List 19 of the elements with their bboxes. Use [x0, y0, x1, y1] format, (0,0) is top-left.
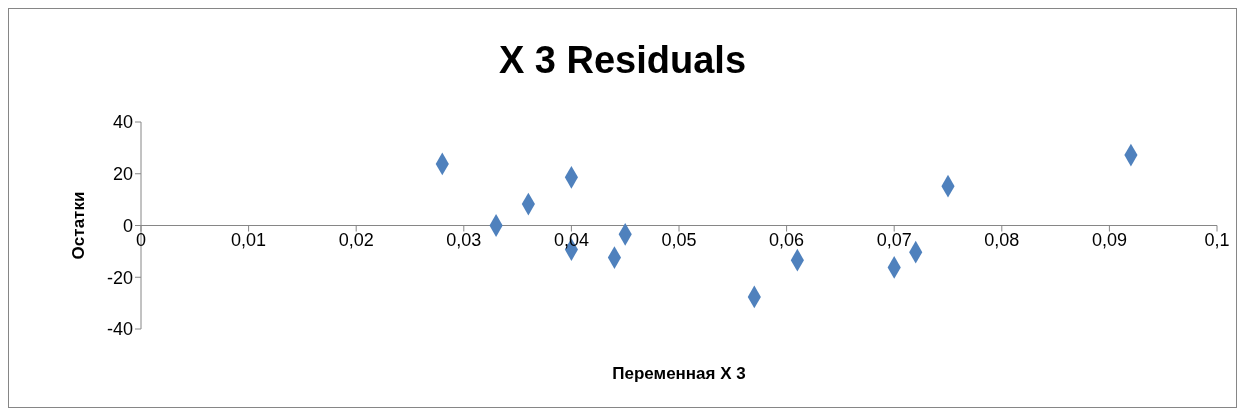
x-tick-label: 0,02	[338, 229, 374, 250]
y-tick-label: -40	[106, 319, 133, 340]
y-tick-label: 40	[112, 112, 133, 133]
y-tick-label: 0	[122, 215, 133, 236]
x-tick-label: 0,05	[661, 229, 697, 250]
x-tick-label: 0,09	[1091, 229, 1127, 250]
x-tick-label: 0,07	[876, 229, 912, 250]
x-tick-label: 0,04	[553, 229, 589, 250]
x-tick-label: 0,03	[446, 229, 482, 250]
x-tick-label: 0,08	[984, 229, 1020, 250]
y-axis-title: Остатки	[69, 191, 89, 260]
x-tick-label: 0	[135, 229, 147, 250]
x-tick-label: 0,06	[769, 229, 805, 250]
y-tick-label: 20	[112, 164, 133, 185]
x-tick-label: 0,01	[231, 229, 267, 250]
chart-title: X 3 Residuals	[497, 39, 748, 82]
y-tick-label: -20	[106, 267, 133, 288]
x-axis-title: Переменная X 3	[611, 364, 747, 384]
x-tick-label: 0,1	[1204, 229, 1230, 250]
